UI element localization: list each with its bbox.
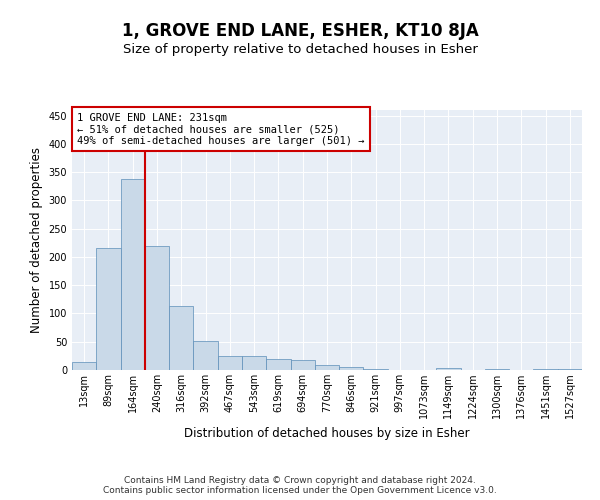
Text: 1, GROVE END LANE, ESHER, KT10 8JA: 1, GROVE END LANE, ESHER, KT10 8JA (122, 22, 478, 40)
Bar (266, 358, 290, 370)
Bar (485, 369, 509, 370)
Bar (169, 306, 193, 370)
Bar (242, 356, 266, 370)
Bar (339, 366, 364, 370)
Bar (193, 341, 218, 370)
Bar (145, 246, 169, 370)
Bar (121, 179, 145, 370)
Bar (364, 369, 388, 370)
Bar (96, 248, 121, 370)
Bar (436, 368, 461, 370)
Y-axis label: Number of detached properties: Number of detached properties (30, 147, 43, 333)
X-axis label: Distribution of detached houses by size in Esher: Distribution of detached houses by size … (184, 426, 470, 440)
Text: Contains HM Land Registry data © Crown copyright and database right 2024.
Contai: Contains HM Land Registry data © Crown c… (103, 476, 497, 495)
Text: Size of property relative to detached houses in Esher: Size of property relative to detached ho… (122, 42, 478, 56)
Bar (72, 362, 96, 370)
Bar (290, 360, 315, 370)
Bar (218, 356, 242, 370)
Text: 1 GROVE END LANE: 231sqm
← 51% of detached houses are smaller (525)
49% of semi-: 1 GROVE END LANE: 231sqm ← 51% of detach… (77, 112, 365, 146)
Bar (315, 366, 339, 370)
